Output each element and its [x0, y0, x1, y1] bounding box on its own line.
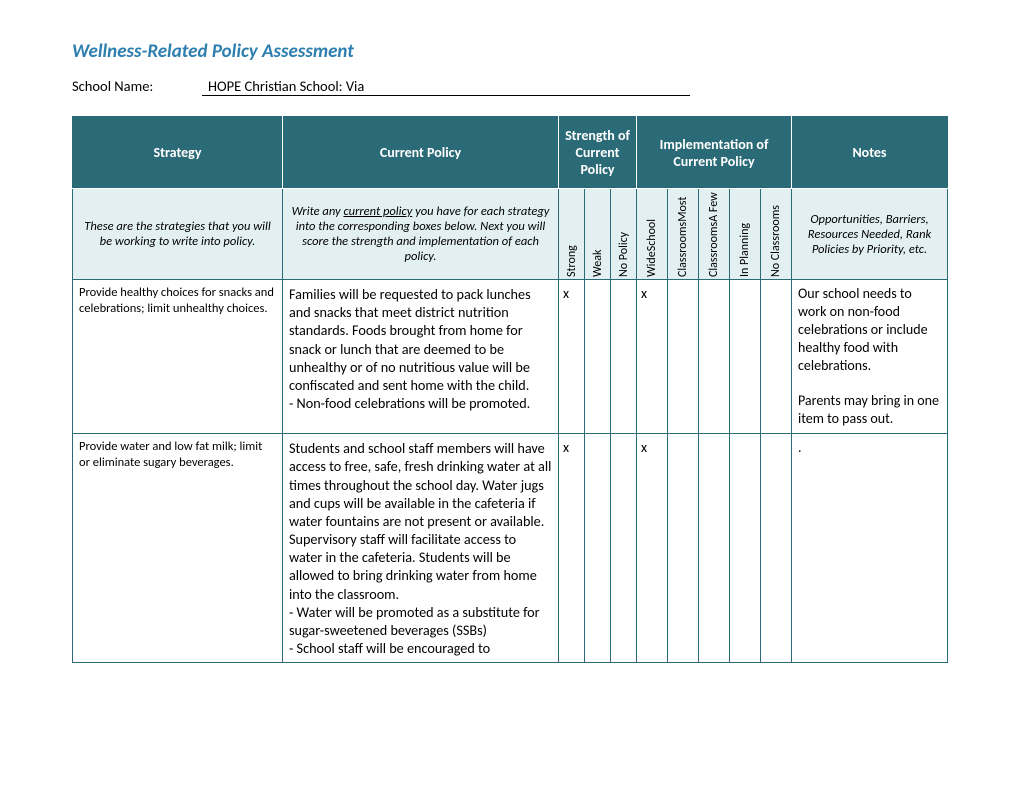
row-impl-few [699, 280, 730, 434]
school-name-row: School Name: HOPE Christian School: Via [72, 77, 948, 96]
subheader-classroomsmost: ClassroomsMost [668, 189, 699, 280]
subheader-policy: Write any current policy you have for ea… [283, 189, 559, 280]
subheader-wideschool: WideSchool [637, 189, 668, 280]
row-strength-none [611, 434, 637, 663]
row-strength-weak [585, 434, 611, 663]
row-impl-most [668, 280, 699, 434]
header-strength: Strength of Current Policy [559, 117, 637, 189]
row-strength-none [611, 280, 637, 434]
header-notes: Notes [792, 117, 948, 189]
row-strategy: Provide water and low fat milk; limit or… [73, 434, 283, 663]
subheader-noclassrooms: No Classrooms [761, 189, 792, 280]
row-notes: . [792, 434, 948, 663]
row-strategy: Provide healthy choices for snacks and c… [73, 280, 283, 434]
row-policy: Families will be requested to pack lunch… [283, 280, 559, 434]
row-impl-wide: x [637, 280, 668, 434]
row-impl-wide: x [637, 434, 668, 663]
table-subheader-row: These are the strategies that you will b… [73, 189, 948, 280]
subheader-notes: Opportunities, Barriers, Resources Neede… [792, 189, 948, 280]
table-header-row: Strategy Current Policy Strength of Curr… [73, 117, 948, 189]
row-strength-weak [585, 280, 611, 434]
school-name-value: HOPE Christian School: Via [202, 77, 690, 96]
subheader-weak: Weak [585, 189, 611, 280]
assessment-table: Strategy Current Policy Strength of Curr… [72, 116, 948, 663]
row-impl-planning [730, 280, 761, 434]
row-strength-strong: x [559, 434, 585, 663]
subheader-classroomsfew: ClassroomsA Few [699, 189, 730, 280]
row-impl-none [761, 434, 792, 663]
school-name-label: School Name: [72, 77, 202, 95]
subheader-inplanning: In Planning [730, 189, 761, 280]
subheader-strong: Strong [559, 189, 585, 280]
row-policy: Students and school staff members will h… [283, 434, 559, 663]
header-implementation: Implementation of Current Policy [637, 117, 792, 189]
row-impl-planning [730, 434, 761, 663]
row-impl-none [761, 280, 792, 434]
subheader-nopolicy: No Policy [611, 189, 637, 280]
table-row: Provide healthy choices for snacks and c… [73, 280, 948, 434]
document-title: Wellness-Related Policy Assessment [72, 40, 948, 63]
row-impl-most [668, 434, 699, 663]
row-impl-few [699, 434, 730, 663]
header-current-policy: Current Policy [283, 117, 559, 189]
table-row: Provide water and low fat milk; limit or… [73, 434, 948, 663]
row-strength-strong: x [559, 280, 585, 434]
subheader-strategy: These are the strategies that you will b… [73, 189, 283, 280]
header-strategy: Strategy [73, 117, 283, 189]
row-notes: Our school needs to work on non-food cel… [792, 280, 948, 434]
